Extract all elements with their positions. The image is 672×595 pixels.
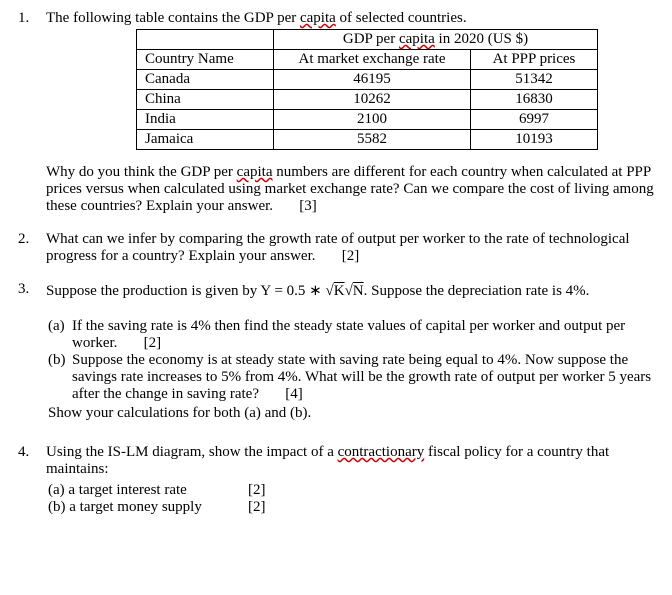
cell-name: Canada xyxy=(137,70,274,90)
q3-a-label: (a) xyxy=(48,318,72,335)
cell-ppp: 6997 xyxy=(471,110,598,130)
q3-intro: Suppose the production is given by Y = 0… xyxy=(46,281,654,300)
q2-number: 2. xyxy=(18,231,46,248)
q1-intro-a: The following table contains the GDP per xyxy=(46,10,300,26)
q3-intro-a: Suppose the production is given by Y = 0… xyxy=(46,283,325,299)
q1-why-cap: capita xyxy=(237,164,273,180)
q4-number: 4. xyxy=(18,444,46,461)
cell-name: China xyxy=(137,90,274,110)
q1-number: 1. xyxy=(18,10,46,27)
q1-body: The following table contains the GDP per… xyxy=(46,10,654,215)
q3-b: (b) Suppose the economy is at steady sta… xyxy=(48,352,654,403)
cell-ppp: 16830 xyxy=(471,90,598,110)
q3-a: (a) If the saving rate is 4% then find t… xyxy=(48,318,654,352)
question-1: 1. The following table contains the GDP … xyxy=(18,10,654,215)
q4-b: (b) a target money supply [2] xyxy=(48,499,654,516)
table-row: China 10262 16830 xyxy=(137,90,598,110)
q1-intro-b: of selected countries. xyxy=(336,10,467,26)
q3-b-text: Suppose the economy is at steady state w… xyxy=(72,352,654,403)
q2-body: What can we infer by comparing the growt… xyxy=(46,231,654,265)
spacer xyxy=(18,304,654,318)
table-row: India 2100 6997 xyxy=(137,110,598,130)
hdr-span-a: GDP per xyxy=(343,31,399,47)
gdp-table: GDP per capita in 2020 (US $) Country Na… xyxy=(136,29,598,150)
cell-mkt: 46195 xyxy=(274,70,471,90)
q3-intro-b: . Suppose the depreciation rate is 4%. xyxy=(364,283,590,299)
q3-formula-n: N xyxy=(353,283,364,299)
col-header-name: Country Name xyxy=(137,50,274,70)
q4-a: (a) a target interest rate [2] xyxy=(48,482,654,499)
q1-why: Why do you think the GDP per capita numb… xyxy=(46,164,654,215)
q4-b-mark: [2] xyxy=(248,499,266,516)
q3-show: Show your calculations for both (a) and … xyxy=(48,405,654,422)
cell-name: Jamaica xyxy=(137,130,274,150)
table-corner-blank xyxy=(137,30,274,50)
q4-intro-a: Using the IS-LM diagram, show the impact… xyxy=(46,444,338,460)
col-header-mkt: At market exchange rate xyxy=(274,50,471,70)
page: 1. The following table contains the GDP … xyxy=(0,0,672,536)
q1-why-a: Why do you think the GDP per xyxy=(46,164,237,180)
cell-ppp: 51342 xyxy=(471,70,598,90)
hdr-span-cap: capita xyxy=(399,31,435,47)
hdr-span-b: in 2020 (US $) xyxy=(435,31,528,47)
question-3: 3. Suppose the production is given by Y … xyxy=(18,281,654,300)
q4-contra: contractionary xyxy=(338,444,425,460)
question-4: 4. Using the IS-LM diagram, show the imp… xyxy=(18,444,654,478)
q3-b-label: (b) xyxy=(48,352,72,369)
q1-intro-capita: capita xyxy=(300,10,336,26)
gdp-table-wrap: GDP per capita in 2020 (US $) Country Na… xyxy=(136,29,654,150)
col-header-ppp: At PPP prices xyxy=(471,50,598,70)
cell-mkt: 10262 xyxy=(274,90,471,110)
cell-ppp: 10193 xyxy=(471,130,598,150)
cell-name: India xyxy=(137,110,274,130)
q4-b-label: (b) a target money supply xyxy=(48,499,248,516)
q4-intro: Using the IS-LM diagram, show the impact… xyxy=(46,444,654,478)
q3-formula-rootn: √ xyxy=(345,283,353,299)
question-2: 2. What can we infer by comparing the gr… xyxy=(18,231,654,265)
q3-formula-k: K xyxy=(334,283,345,299)
table-header-span: GDP per capita in 2020 (US $) xyxy=(274,30,598,50)
q4-a-mark: [2] xyxy=(248,482,266,499)
cell-mkt: 2100 xyxy=(274,110,471,130)
table-row: Jamaica 5582 10193 xyxy=(137,130,598,150)
q4-a-label: (a) a target interest rate xyxy=(48,482,248,499)
q3-a-text: If the saving rate is 4% then find the s… xyxy=(72,318,654,352)
q3-number: 3. xyxy=(18,281,46,298)
table-row: Canada 46195 51342 xyxy=(137,70,598,90)
cell-mkt: 5582 xyxy=(274,130,471,150)
